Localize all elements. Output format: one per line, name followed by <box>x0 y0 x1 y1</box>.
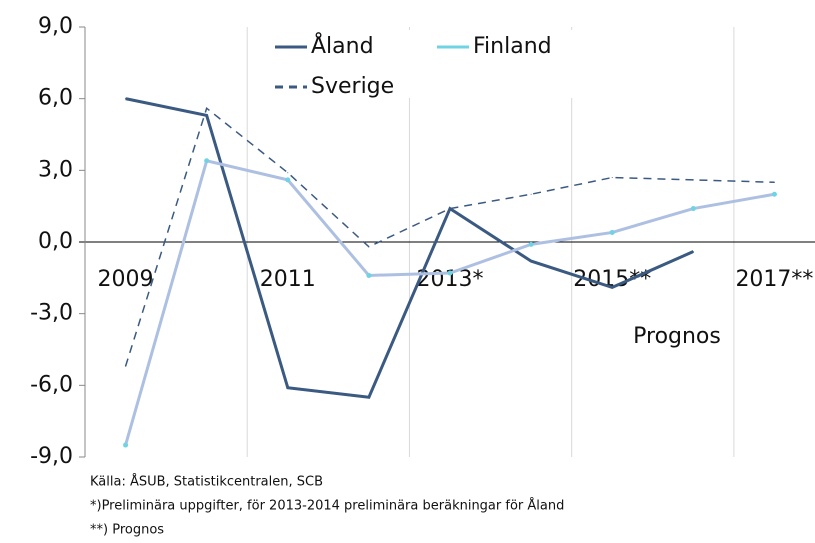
point <box>206 114 208 116</box>
x-tick-label: 2011 <box>260 267 316 292</box>
legend-label: Finland <box>473 34 552 59</box>
annotation: Prognos <box>633 324 721 349</box>
point <box>449 208 451 210</box>
axes <box>79 26 815 458</box>
point <box>771 191 777 197</box>
point <box>530 193 532 195</box>
note: Källa: ÅSUB, Statistikcentralen, SCB <box>90 474 323 490</box>
point <box>447 270 453 276</box>
legend: Åland Finland Sverige <box>262 30 587 99</box>
point <box>690 206 696 212</box>
y-tick-label: -3,0 <box>30 301 73 326</box>
y-tick-label: -9,0 <box>30 444 73 469</box>
series-line <box>125 97 694 399</box>
point <box>285 177 291 183</box>
point <box>204 158 210 164</box>
x-tick-label: 2017** <box>735 267 813 292</box>
y-tick-label: -6,0 <box>30 372 73 397</box>
note: *)Preliminära uppgifter, för 2013-2014 p… <box>90 498 564 514</box>
point <box>287 387 289 389</box>
point <box>609 229 615 235</box>
point <box>368 396 370 398</box>
point <box>123 442 129 448</box>
point <box>692 179 694 181</box>
point <box>287 172 289 174</box>
legend-label: Sverige <box>311 74 394 99</box>
point <box>692 251 694 253</box>
point <box>366 272 372 278</box>
series-line <box>124 158 775 446</box>
point <box>611 286 613 288</box>
y-tick-label: 6,0 <box>38 86 73 111</box>
legend-box <box>262 30 587 98</box>
legend-label: Åland <box>311 32 374 59</box>
note: **) Prognos <box>90 523 164 538</box>
point <box>773 181 775 183</box>
point <box>125 98 127 100</box>
point <box>368 246 370 248</box>
point <box>206 107 208 109</box>
point <box>125 365 127 367</box>
point <box>611 177 613 178</box>
point <box>528 241 534 247</box>
y-tick-label: 3,0 <box>38 157 73 182</box>
x-tick-label: 2009 <box>98 267 154 292</box>
point <box>530 260 532 262</box>
y-tick-label: 9,0 <box>38 14 73 39</box>
y-tick-label: 0,0 <box>38 229 73 254</box>
